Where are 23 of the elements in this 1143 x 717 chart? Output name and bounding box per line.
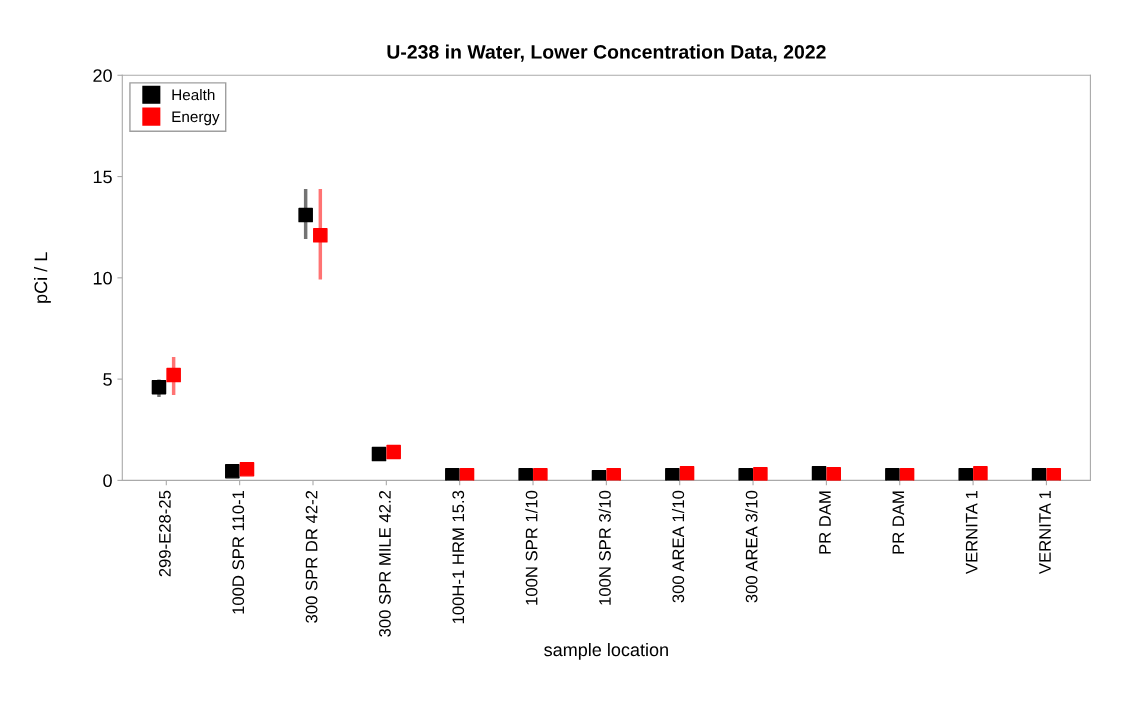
x-tick-label: 300 SPR MILE 42.2 [379,490,391,637]
x-tick-label: 100N SPR 1/10 [525,490,538,605]
x-tick-label: 100D SPR 110-1 [232,490,245,614]
y-tick-label: 5 [103,373,112,386]
legend-label: Energy [172,111,220,126]
x-axis-title: sample location [544,642,668,660]
chart-title: U-238 in Water, Lower Concentration Data, 2022 [387,44,826,62]
legend-label: Health [172,89,215,101]
x-tick-label: 299-E28-25 [158,490,171,577]
y-tick-label: 10 [93,271,112,285]
x-tick-label: 300 SPR DR 42-2 [305,490,318,623]
x-tick-label: 100H-1 HRM 15.3 [452,490,465,624]
x-tick-label: VERNITA 1 [965,490,978,575]
x-tick-label: VERNITA 1 [1039,490,1051,575]
x-tick-label: 300 AREA 3/10 [745,490,758,603]
x-tick-label: 100N SPR 3/10 [598,490,611,605]
x-tick-label: 300 AREA 1/10 [671,490,685,603]
x-tick-label: PR DAM [819,491,831,554]
x-tick-label: PR DAM [892,491,905,554]
y-tick-label: 0 [103,474,112,488]
y-tick-label: 15 [93,170,112,184]
y-tick-label: 20 [93,69,112,83]
y-axis-title: pCi / L [34,252,51,303]
